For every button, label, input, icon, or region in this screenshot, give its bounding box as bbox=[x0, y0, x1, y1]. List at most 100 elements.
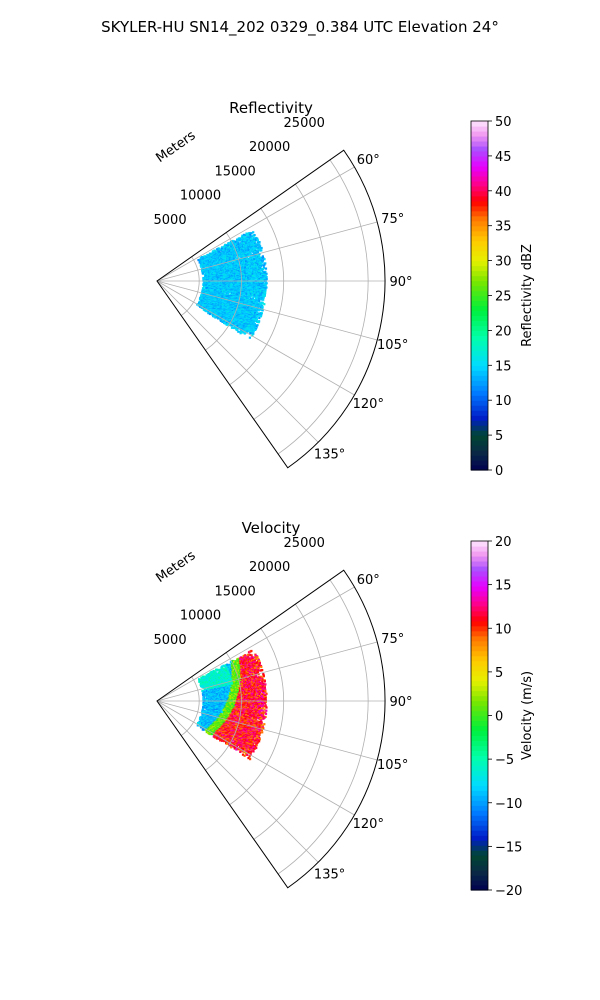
data-cell bbox=[243, 332, 246, 335]
colorbar-segment bbox=[471, 270, 488, 277]
data-cell bbox=[244, 234, 247, 237]
data-cell bbox=[261, 276, 264, 279]
azimuth-spoke bbox=[156, 221, 378, 282]
data-cell bbox=[210, 312, 213, 315]
colorbar-segment bbox=[471, 265, 488, 272]
data-cell bbox=[238, 237, 241, 240]
data-cell bbox=[235, 240, 238, 243]
data-cell bbox=[260, 246, 263, 250]
data-cell bbox=[217, 247, 220, 251]
data-cell bbox=[260, 303, 263, 306]
data-cell bbox=[239, 332, 242, 335]
data-cell bbox=[236, 320, 239, 323]
data-cell bbox=[260, 249, 263, 252]
colorbar-segment bbox=[471, 205, 488, 212]
colorbar-segment bbox=[471, 121, 488, 127]
data-cell bbox=[249, 324, 252, 327]
data-cell bbox=[259, 245, 262, 248]
colorbar-segment bbox=[471, 140, 488, 147]
r-tick-label: 20000 bbox=[249, 140, 290, 155]
data-cell bbox=[239, 317, 242, 320]
azimuth-spoke bbox=[156, 280, 355, 396]
data-cell bbox=[261, 255, 264, 258]
data-cell bbox=[243, 658, 246, 661]
data-cell bbox=[214, 316, 217, 319]
data-cell bbox=[250, 248, 253, 251]
data-cell bbox=[261, 306, 264, 310]
data-cell bbox=[203, 288, 206, 291]
panel-title: Velocity bbox=[242, 519, 301, 537]
data-cell bbox=[258, 243, 261, 246]
azimuth-spoke bbox=[156, 166, 355, 282]
data-cell bbox=[234, 660, 237, 663]
data-cell bbox=[258, 314, 261, 317]
data-cell bbox=[242, 327, 245, 330]
polar-frame bbox=[156, 149, 386, 469]
panel-title: Reflectivity bbox=[229, 99, 313, 117]
data-cell bbox=[234, 294, 237, 297]
data-cell bbox=[241, 329, 244, 332]
colorbar-tick-label: 20 bbox=[495, 324, 512, 339]
colorbar-segment bbox=[471, 465, 488, 471]
data-cell bbox=[243, 314, 246, 317]
data-cell bbox=[256, 239, 259, 242]
colorbar-segment bbox=[471, 320, 488, 327]
data-cell bbox=[265, 278, 268, 281]
colorbar-segment bbox=[471, 355, 488, 361]
colorbar-segment bbox=[471, 420, 488, 426]
data-cell bbox=[232, 240, 235, 243]
data-cell bbox=[263, 258, 266, 261]
colorbar-segment bbox=[471, 405, 488, 411]
data-cell bbox=[253, 245, 256, 248]
data-cell bbox=[250, 254, 253, 257]
data-cell bbox=[248, 336, 251, 339]
data-cell bbox=[254, 328, 257, 331]
data-cell bbox=[247, 655, 250, 659]
data-cell bbox=[201, 303, 204, 306]
colorbar-segment bbox=[471, 145, 488, 152]
data-cell bbox=[258, 299, 261, 303]
data-cell bbox=[226, 323, 229, 326]
data-cell bbox=[242, 331, 245, 334]
colorbar-segment bbox=[471, 290, 488, 297]
data-cell bbox=[256, 251, 260, 254]
data-cell bbox=[234, 325, 237, 329]
data-cell bbox=[222, 318, 225, 322]
data-cell bbox=[232, 318, 235, 321]
data-cell bbox=[237, 657, 240, 660]
data-cell bbox=[245, 255, 248, 258]
data-cell bbox=[253, 312, 257, 315]
colorbar-segment bbox=[471, 425, 488, 431]
data-cell bbox=[257, 303, 260, 306]
data-cell bbox=[230, 258, 233, 262]
colorbar-segment bbox=[471, 280, 488, 287]
data-cell bbox=[223, 668, 226, 671]
data-cell bbox=[257, 321, 260, 324]
data-cell bbox=[263, 303, 266, 306]
data-cell bbox=[261, 268, 264, 272]
data-cell bbox=[199, 305, 202, 308]
data-cell bbox=[223, 302, 226, 305]
data-cell bbox=[244, 329, 247, 332]
data-cell bbox=[234, 327, 238, 330]
colorbar-segment bbox=[471, 345, 488, 351]
colorbar-segment bbox=[471, 235, 488, 242]
data-cell bbox=[239, 238, 242, 241]
colorbar-segment bbox=[471, 170, 488, 177]
data-cell bbox=[205, 264, 208, 267]
data-cell bbox=[225, 322, 228, 325]
colorbar-segment bbox=[471, 165, 488, 172]
data-cell bbox=[250, 315, 254, 318]
colorbar-segment bbox=[471, 215, 488, 222]
data-cell bbox=[262, 296, 265, 299]
colorbar-segment bbox=[471, 240, 488, 247]
data-cell bbox=[243, 297, 246, 300]
colorbar-segment bbox=[471, 185, 488, 192]
colorbar-segment bbox=[471, 460, 488, 466]
data-cell bbox=[222, 664, 225, 667]
r-tick-label: 25000 bbox=[284, 116, 325, 131]
data-cell bbox=[249, 332, 252, 335]
colorbar-tick-label: 45 bbox=[495, 150, 512, 165]
colorbar-segment bbox=[471, 410, 488, 416]
